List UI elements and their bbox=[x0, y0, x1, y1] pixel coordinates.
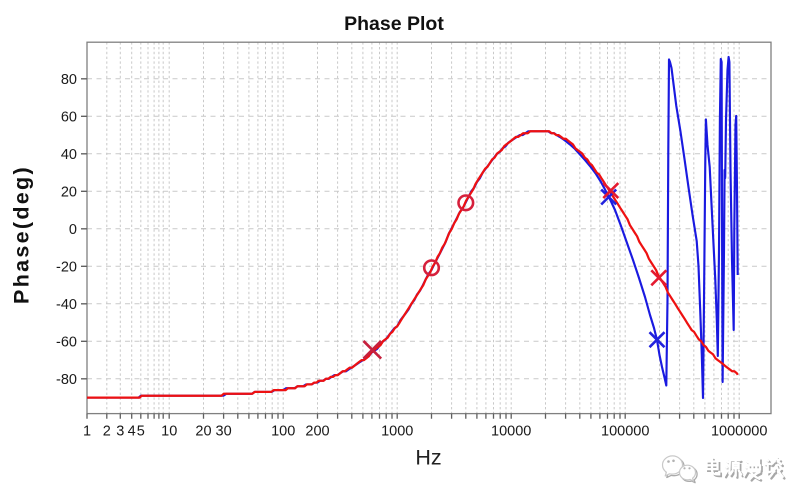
svg-text:4: 4 bbox=[128, 424, 136, 440]
svg-text:1000000: 1000000 bbox=[711, 424, 767, 440]
svg-text:10: 10 bbox=[161, 424, 177, 440]
svg-text:60: 60 bbox=[61, 110, 77, 126]
svg-text:1000: 1000 bbox=[381, 424, 413, 440]
svg-text:2: 2 bbox=[103, 424, 111, 440]
svg-text:200: 200 bbox=[305, 424, 329, 440]
svg-text:5: 5 bbox=[137, 424, 145, 440]
svg-text:100000: 100000 bbox=[601, 424, 649, 440]
svg-text:100: 100 bbox=[271, 424, 295, 440]
svg-text:10000: 10000 bbox=[491, 424, 531, 440]
svg-text:20: 20 bbox=[61, 185, 77, 201]
svg-text:-60: -60 bbox=[56, 335, 77, 351]
svg-text:1: 1 bbox=[83, 424, 91, 440]
svg-text:3: 3 bbox=[116, 424, 124, 440]
svg-text:-40: -40 bbox=[56, 297, 77, 313]
svg-text:80: 80 bbox=[61, 72, 77, 88]
svg-text:40: 40 bbox=[61, 147, 77, 163]
svg-text:-80: -80 bbox=[56, 372, 77, 388]
svg-text:20: 20 bbox=[195, 424, 211, 440]
svg-text:Hz: Hz bbox=[415, 446, 441, 470]
svg-text:Phase Plot: Phase Plot bbox=[344, 13, 444, 35]
svg-text:-20: -20 bbox=[56, 260, 77, 276]
svg-text:0: 0 bbox=[69, 222, 77, 238]
svg-text:30: 30 bbox=[216, 424, 232, 440]
svg-text:Phase(deg): Phase(deg) bbox=[10, 165, 34, 304]
